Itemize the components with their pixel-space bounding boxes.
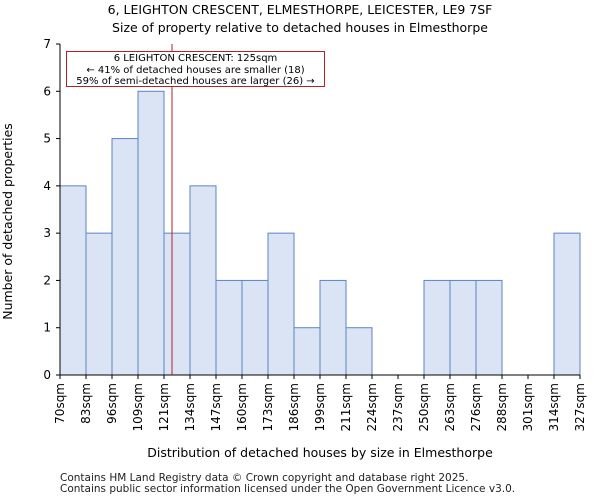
x-tick-label: 224sqm (365, 383, 379, 431)
x-tick-label: 70sqm (53, 383, 67, 424)
histogram-bar (475, 279, 503, 376)
annotation-line-1: 6 LEIGHTON CRESCENT: 125sqm (113, 53, 278, 64)
histogram-bar (59, 185, 87, 376)
x-axis-title: Distribution of detached houses by size … (147, 445, 493, 460)
x-tick-label: 314sqm (547, 383, 561, 431)
histogram-bar (553, 232, 581, 376)
x-tick-label: 83sqm (79, 383, 93, 424)
chart-title-line2: Size of property relative to detached ho… (112, 20, 488, 35)
y-axis-title: Number of detached properties (0, 123, 15, 320)
histogram-bar (423, 279, 451, 376)
annotation-line-2: ← 41% of detached houses are smaller (18… (86, 64, 305, 76)
histogram-bar (137, 90, 165, 376)
x-tick-label: 263sqm (443, 383, 457, 431)
histogram-bar (85, 232, 113, 376)
histogram-bar (241, 279, 269, 376)
x-tick-label: 109sqm (131, 383, 145, 431)
histogram-bar (189, 185, 217, 376)
y-tick-label: 2 (43, 273, 51, 287)
x-tick-label: 186sqm (287, 383, 301, 431)
x-tick-label: 173sqm (261, 383, 275, 431)
footer-line-1: Contains HM Land Registry data © Crown c… (60, 472, 469, 484)
x-tick-label: 250sqm (417, 383, 431, 431)
histogram-bar (293, 327, 321, 376)
y-tick-label: 1 (43, 321, 51, 335)
x-tick-label: 301sqm (521, 383, 535, 431)
x-tick-label: 199sqm (313, 383, 327, 431)
y-tick-label: 5 (43, 132, 51, 146)
x-tick-label: 276sqm (469, 383, 483, 431)
x-tick-label: 96sqm (105, 383, 119, 424)
x-tick-label: 288sqm (495, 383, 509, 431)
histogram-bar (345, 327, 373, 376)
x-tick-label: 237sqm (391, 383, 405, 431)
chart-title-line1: 6, LEIGHTON CRESCENT, ELMESTHORPE, LEICE… (107, 2, 493, 17)
x-tick-label: 160sqm (235, 383, 249, 431)
y-tick-label: 6 (43, 84, 51, 98)
histogram-bar (449, 279, 477, 376)
histogram-bar (215, 279, 243, 376)
histogram-bar (319, 279, 347, 376)
x-tick-label: 147sqm (209, 383, 223, 431)
property-annotation-box: 6 LEIGHTON CRESCENT: 125sqm ← 41% of det… (66, 51, 325, 87)
footer-line-2: Contains public sector information licen… (60, 483, 516, 495)
annotation-line-3: 59% of semi-detached houses are larger (… (76, 76, 315, 87)
histogram-bar (163, 232, 191, 376)
x-tick-label: 134sqm (183, 383, 197, 431)
x-tick-label: 327sqm (573, 383, 587, 431)
y-tick-label: 3 (43, 226, 51, 240)
y-tick-label: 7 (43, 37, 51, 51)
x-tick-label: 211sqm (339, 383, 353, 431)
histogram-bar (111, 138, 139, 376)
y-tick-label: 0 (43, 368, 51, 382)
x-tick-label: 121sqm (157, 383, 171, 431)
y-tick-label: 4 (43, 179, 51, 193)
histogram-bar (267, 232, 295, 376)
